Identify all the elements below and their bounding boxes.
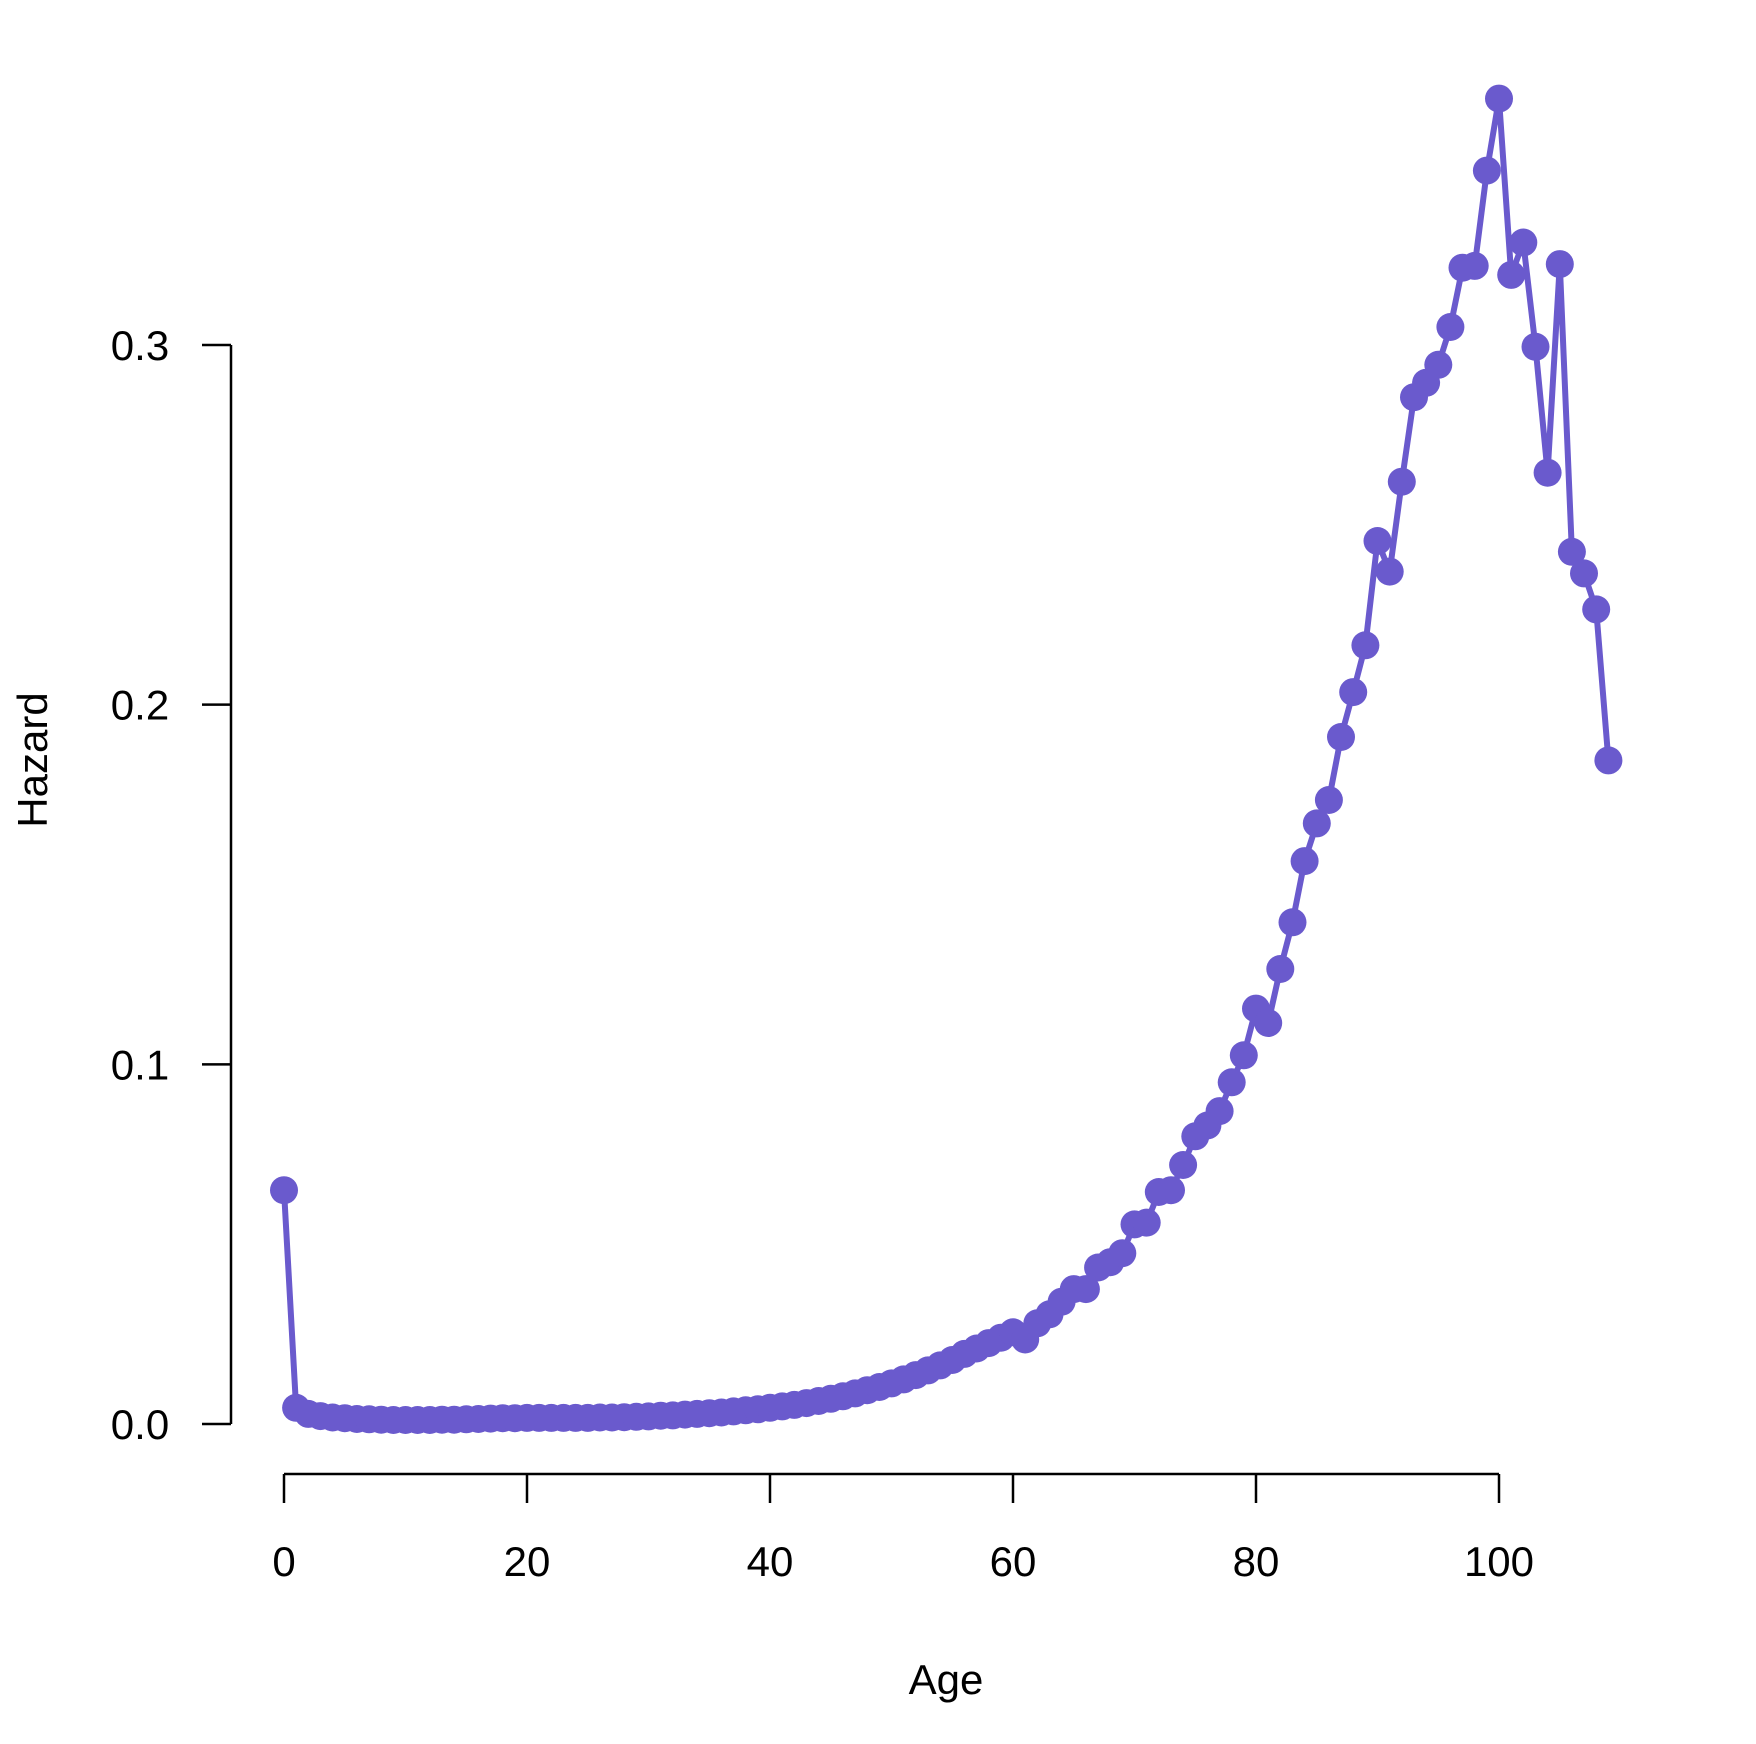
data-point [1254,1009,1283,1037]
data-point [1217,1068,1246,1097]
x-tick-label: 80 [1233,1538,1280,1585]
data-point [1314,786,1343,814]
data-point [1545,250,1574,279]
data-point [1351,631,1380,660]
y-axis-title: Hazard [9,692,56,827]
data-point [1363,527,1392,555]
data-point [1266,955,1295,983]
data-point [1108,1239,1137,1268]
data-point [1460,251,1489,280]
x-axis-ticks: 0 20 40 60 80 100 [272,1474,1534,1585]
y-tick-label: 0.2 [111,682,169,729]
data-point [1436,313,1465,341]
data-point [1157,1176,1185,1205]
data-point [1509,228,1538,257]
data-point [1485,84,1513,113]
x-tick-label: 0 [272,1538,295,1585]
x-axis-title: Age [909,1656,984,1703]
data-point [1132,1208,1161,1237]
data-point [1570,559,1598,588]
data-point [1290,847,1319,876]
data-point [1071,1275,1100,1304]
data-point [1375,557,1404,586]
data-point [1278,908,1307,937]
data-point [1327,723,1355,751]
y-axis-ticks: 0.0 0.1 0.2 0.3 [111,322,231,1448]
y-tick-label: 0.1 [111,1041,169,1088]
data-point [1205,1097,1234,1126]
data-point [1472,156,1501,185]
y-tick-label: 0.3 [111,322,169,369]
data-point [270,1176,298,1205]
plot-area [270,84,1623,1434]
data-point [1387,467,1416,496]
data-point [1302,809,1331,838]
data-point [1497,260,1526,289]
x-tick-label: 60 [990,1538,1037,1585]
series-line [281,95,1612,1423]
y-tick-label: 0.0 [111,1401,169,1448]
data-point [1582,595,1611,624]
x-tick-label: 100 [1464,1538,1534,1585]
x-tick-label: 40 [747,1538,794,1585]
data-point [1533,458,1562,487]
data-point [1229,1041,1258,1070]
x-tick-label: 20 [504,1538,551,1585]
data-point [1557,537,1586,566]
data-point [1594,746,1623,775]
data-point [1339,678,1368,707]
data-point [1424,350,1453,379]
data-point [1169,1151,1198,1179]
data-point [1521,332,1550,361]
